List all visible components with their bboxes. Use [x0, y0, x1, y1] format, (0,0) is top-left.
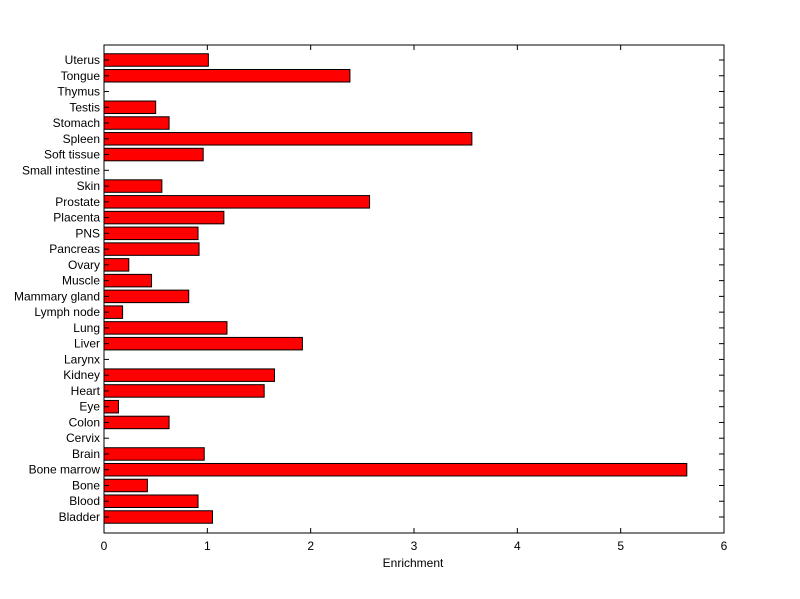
y-tick-label-testis: Testis [69, 100, 100, 114]
y-tick-label-heart: Heart [71, 384, 101, 398]
y-tick-label-liver: Liver [74, 337, 100, 351]
y-tick-label-stomach: Stomach [53, 116, 100, 130]
y-tick-label-ovary: Ovary [68, 258, 100, 272]
y-tick-label-skin: Skin [77, 179, 100, 193]
y-tick-label-small-intestine: Small intestine [22, 163, 100, 177]
bar-tongue [103, 69, 351, 83]
y-tick-label-thymus: Thymus [57, 85, 100, 99]
x-tick-label-5: 5 [617, 539, 624, 553]
y-tick-label-prostate: Prostate [55, 195, 100, 209]
bar-bone [103, 478, 148, 493]
y-tick-label-bladder: Bladder [59, 510, 100, 524]
y-tick-label-brain: Brain [72, 447, 100, 461]
bar-blood [103, 494, 199, 508]
y-tick-label-colon: Colon [69, 415, 100, 429]
x-tick-label-6: 6 [721, 539, 728, 553]
bar-bone-marrow [103, 462, 688, 477]
y-tick-label-muscle: Muscle [62, 274, 100, 288]
bar-soft-tissue [103, 147, 204, 162]
bar-prostate [103, 195, 371, 209]
y-tick-label-lung: Lung [73, 321, 100, 335]
bar-spleen [103, 132, 473, 146]
y-tick-label-soft-tissue: Soft tissue [44, 148, 100, 162]
y-tick-label-uterus: Uterus [65, 53, 100, 67]
y-tick-label-spleen: Spleen [63, 132, 100, 146]
bar-lung [103, 321, 228, 335]
y-tick-label-mammary-gland: Mammary gland [14, 289, 100, 303]
x-tick-label-0: 0 [101, 539, 108, 553]
x-tick-label-1: 1 [204, 539, 211, 553]
y-tick-label-pns: PNS [75, 226, 100, 240]
bar-placenta [103, 210, 225, 225]
x-tick-labels: 0 1 2 3 4 5 6 [101, 539, 728, 553]
y-tick-label-blood: Blood [69, 494, 100, 508]
bar-mammary-gland [103, 289, 190, 304]
y-tick-label-bone-marrow: Bone marrow [29, 463, 101, 477]
x-axis-title: Enrichment [383, 556, 444, 570]
bar-stomach [103, 116, 170, 130]
bar-brain [103, 447, 205, 461]
x-tick-label-2: 2 [307, 539, 314, 553]
y-tick-label-eye: Eye [79, 400, 100, 414]
y-tick-label-lymph-node: Lymph node [34, 305, 100, 319]
bar-heart [103, 384, 265, 398]
y-tick-label-placenta: Placenta [53, 211, 100, 225]
bar-kidney [103, 368, 275, 382]
bar-testis [103, 100, 157, 115]
bar-uterus [103, 53, 209, 67]
y-tick-label-pancreas: Pancreas [49, 242, 100, 256]
bar-muscle [103, 273, 153, 288]
y-tick-label-bone: Bone [72, 478, 100, 492]
x-tick-label-3: 3 [411, 539, 418, 553]
y-tick-label-tongue: Tongue [61, 69, 101, 83]
bar-pancreas [103, 242, 200, 256]
bar-pns [103, 226, 199, 241]
y-tick-label-kidney: Kidney [63, 368, 100, 382]
plot-frame [103, 44, 725, 534]
y-tick-label-cervix: Cervix [66, 431, 100, 445]
bar-bladder [103, 510, 213, 524]
bar-colon [103, 415, 170, 430]
axis-ticks [103, 45, 725, 533]
x-tick-label-4: 4 [514, 539, 521, 553]
y-tick-label-larynx: Larynx [64, 352, 100, 366]
bar-skin [103, 179, 163, 193]
bar-liver [103, 336, 303, 351]
